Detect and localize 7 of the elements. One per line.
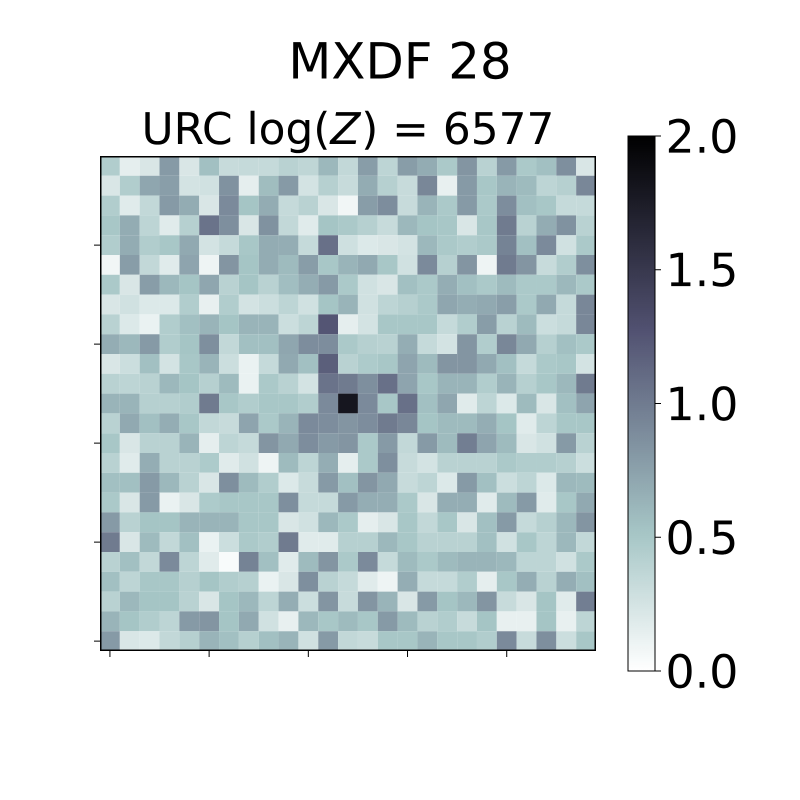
color-bar-label: 0.0 <box>668 654 736 688</box>
color-bar-label: 1.5 <box>670 252 734 287</box>
color-bar-label: 2.0 <box>668 118 736 154</box>
chart-subtitle: URC log(Z) = 6577 <box>145 110 551 154</box>
chart-title: MXDF 28 <box>293 42 508 80</box>
color-bar-label: 1.0 <box>670 386 736 421</box>
color-bar-label: 0.5 <box>668 520 734 555</box>
